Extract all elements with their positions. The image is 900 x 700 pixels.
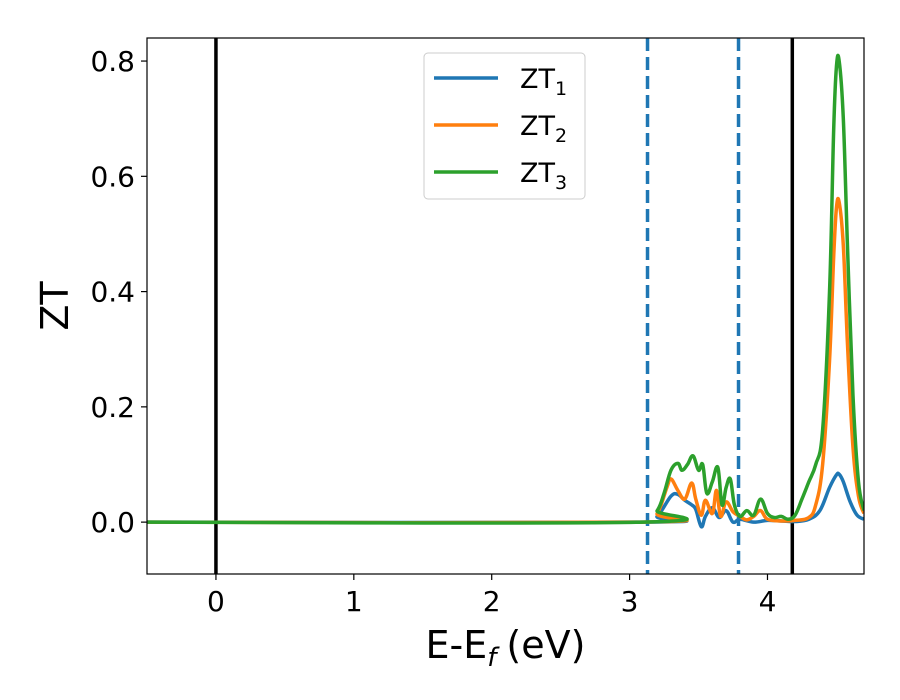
y-axis-ticks: 0.0 0.2 0.4 0.6 0.8 bbox=[90, 45, 147, 539]
legend-label-zt2: ZT2 bbox=[520, 111, 567, 147]
x-axis-label-subscript: f bbox=[487, 643, 500, 673]
y-axis-label: ZT bbox=[33, 281, 77, 331]
x-axis-ticks: 0 1 2 3 4 bbox=[207, 574, 776, 618]
legend-entries: ZT1 ZT2 ZT3 bbox=[434, 64, 567, 194]
legend-box bbox=[423, 52, 586, 200]
y-tick-label-0: 0.0 bbox=[90, 506, 135, 539]
y-tick-label-3: 0.6 bbox=[90, 160, 135, 193]
x-axis-label-unit: (eV) bbox=[506, 623, 585, 667]
x-tick-label-4: 4 bbox=[759, 585, 777, 618]
x-tick-label-2: 2 bbox=[483, 585, 501, 618]
y-tick-label-1: 0.2 bbox=[90, 391, 135, 424]
x-axis-label: E-Ef (eV) bbox=[426, 623, 586, 673]
vertical-reference-lines bbox=[214, 38, 795, 574]
legend-label-zt3: ZT3 bbox=[520, 158, 567, 194]
series-line-zt3 bbox=[147, 53, 864, 525]
y-tick-label-4: 0.8 bbox=[90, 45, 135, 78]
legend: ZT1 ZT2 ZT3 bbox=[423, 52, 586, 200]
x-tick-label-1: 1 bbox=[345, 585, 363, 618]
x-axis-label-main: E-E bbox=[426, 623, 488, 667]
y-tick-label-2: 0.4 bbox=[90, 276, 135, 309]
x-tick-label-0: 0 bbox=[207, 585, 225, 618]
series-line-zt1 bbox=[147, 471, 864, 529]
plot-frame bbox=[146, 37, 865, 575]
series-lines bbox=[147, 53, 864, 529]
x-tick-label-3: 3 bbox=[621, 585, 639, 618]
series-line-zt2 bbox=[147, 196, 864, 525]
legend-label-zt1: ZT1 bbox=[520, 64, 567, 100]
